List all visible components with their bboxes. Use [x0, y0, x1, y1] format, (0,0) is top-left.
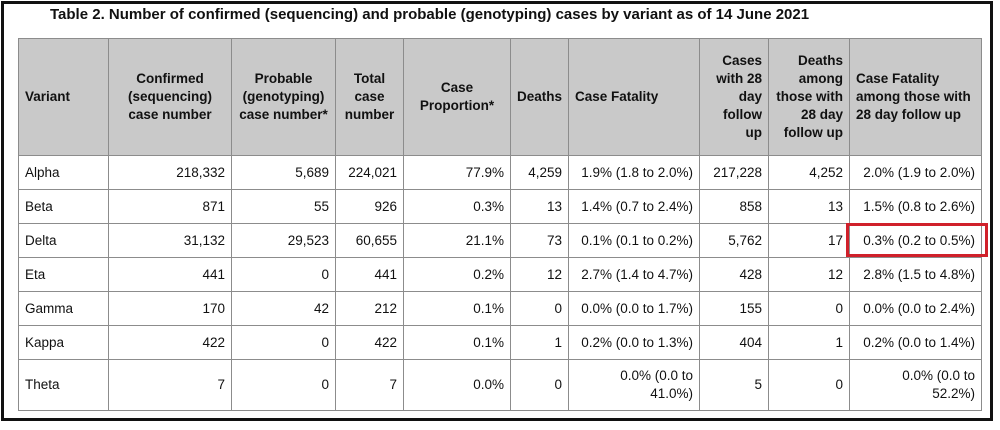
- cell-case-fatality-28day: 0.0% (0.0 to 52.2%): [849, 359, 983, 411]
- cell-deaths-28day: 12: [768, 257, 851, 292]
- cell-deaths-28day: 13: [768, 189, 851, 224]
- table-row: Gamma 170 42 212 0.1% 0 0.0% (0.0 to 1.7…: [18, 291, 983, 326]
- cell-total: 441: [335, 257, 404, 292]
- cell-case-fatality: 0.2% (0.0 to 1.3%): [568, 325, 701, 360]
- cell-case-proportion: 0.2%: [403, 257, 511, 292]
- cell-probable: 5,689: [231, 155, 336, 190]
- table-row: Theta 7 0 7 0.0% 0 0.0% (0.0 to 41.0%) 5…: [18, 359, 983, 411]
- cell-case-proportion: 77.9%: [403, 155, 511, 190]
- variant-cases-table: Variant Confirmed (sequencing) case numb…: [18, 38, 983, 411]
- cell-confirmed: 31,132: [108, 223, 232, 258]
- cell-probable: 0: [231, 359, 336, 411]
- cell-confirmed: 170: [108, 291, 232, 326]
- cell-case-fatality: 1.9% (1.8 to 2.0%): [568, 155, 701, 190]
- header-probable: Probable (genotyping) case number*: [231, 38, 336, 156]
- cell-case-proportion: 0.1%: [403, 325, 511, 360]
- cell-case-fatality: 0.0% (0.0 to 1.7%): [568, 291, 701, 326]
- cell-total: 60,655: [335, 223, 404, 258]
- cell-probable: 42: [231, 291, 336, 326]
- header-case-fatality: Case Fatality: [568, 38, 701, 156]
- cell-variant: Gamma: [18, 291, 109, 326]
- cell-deaths: 12: [509, 257, 570, 292]
- cell-variant: Theta: [18, 359, 109, 411]
- header-variant: Variant: [18, 38, 109, 156]
- cell-total: 7: [335, 359, 404, 411]
- cell-cases-28day: 5,762: [699, 223, 770, 258]
- cell-probable: 29,523: [231, 223, 336, 258]
- cell-case-fatality-28day: 0.2% (0.0 to 1.4%): [849, 325, 983, 360]
- cell-cases-28day: 155: [699, 291, 770, 326]
- cell-deaths: 0: [509, 291, 570, 326]
- cell-case-fatality-28day: 2.8% (1.5 to 4.8%): [849, 257, 983, 292]
- cell-confirmed: 871: [108, 189, 232, 224]
- cell-cases-28day: 217,228: [699, 155, 770, 190]
- cell-case-fatality: 0.1% (0.1 to 0.2%): [568, 223, 701, 258]
- cell-probable: 55: [231, 189, 336, 224]
- cell-case-proportion: 21.1%: [403, 223, 511, 258]
- table-row: Alpha 218,332 5,689 224,021 77.9% 4,259 …: [18, 155, 983, 190]
- cell-deaths-28day: 1: [768, 325, 851, 360]
- table-row: Delta 31,132 29,523 60,655 21.1% 73 0.1%…: [18, 223, 983, 258]
- cell-confirmed: 7: [108, 359, 232, 411]
- cell-case-proportion: 0.1%: [403, 291, 511, 326]
- cell-total: 422: [335, 325, 404, 360]
- cell-cases-28day: 5: [699, 359, 770, 411]
- cell-cases-28day: 428: [699, 257, 770, 292]
- header-total: Total case number: [335, 38, 404, 156]
- header-case-fatality-28day: Case Fatality among those with 28 day fo…: [849, 38, 983, 156]
- cell-case-proportion: 0.0%: [403, 359, 511, 411]
- cell-deaths: 13: [509, 189, 570, 224]
- table-row: Kappa 422 0 422 0.1% 1 0.2% (0.0 to 1.3%…: [18, 325, 983, 360]
- cell-probable: 0: [231, 325, 336, 360]
- cell-case-fatality: 0.0% (0.0 to 41.0%): [568, 359, 701, 411]
- table-frame: [1, 1, 993, 421]
- cell-total: 224,021: [335, 155, 404, 190]
- header-deaths: Deaths: [509, 38, 570, 156]
- table-title: Table 2. Number of confirmed (sequencing…: [50, 6, 810, 23]
- cell-variant: Eta: [18, 257, 109, 292]
- cell-deaths-28day: 0: [768, 359, 851, 411]
- cell-cases-28day: 858: [699, 189, 770, 224]
- table-row: Beta 871 55 926 0.3% 13 1.4% (0.7 to 2.4…: [18, 189, 983, 224]
- cell-case-fatality-28day: 1.5% (0.8 to 2.6%): [849, 189, 983, 224]
- cell-cases-28day: 404: [699, 325, 770, 360]
- header-deaths-28day: Deaths among those with 28 day follow up: [768, 38, 851, 156]
- cell-variant: Delta: [18, 223, 109, 258]
- cell-deaths: 4,259: [509, 155, 570, 190]
- cell-deaths: 0: [509, 359, 570, 411]
- cell-deaths-28day: 4,252: [768, 155, 851, 190]
- cell-deaths-28day: 17: [768, 223, 851, 258]
- cell-deaths: 73: [509, 223, 570, 258]
- header-cases-28day: Cases with 28 day follow up: [699, 38, 770, 156]
- cell-variant: Beta: [18, 189, 109, 224]
- cell-case-proportion: 0.3%: [403, 189, 511, 224]
- cell-deaths-28day: 0: [768, 291, 851, 326]
- cell-case-fatality: 1.4% (0.7 to 2.4%): [568, 189, 701, 224]
- cell-case-fatality-28day: 2.0% (1.9 to 2.0%): [849, 155, 983, 190]
- cell-case-fatality: 2.7% (1.4 to 4.7%): [568, 257, 701, 292]
- table-row: Eta 441 0 441 0.2% 12 2.7% (1.4 to 4.7%)…: [18, 257, 983, 292]
- header-case-proportion: Case Proportion*: [403, 38, 511, 156]
- cell-total: 926: [335, 189, 404, 224]
- delta-fatality-highlight-box: [846, 223, 988, 257]
- cell-probable: 0: [231, 257, 336, 292]
- header-confirmed: Confirmed (sequencing) case number: [108, 38, 232, 156]
- cell-confirmed: 422: [108, 325, 232, 360]
- cell-confirmed: 441: [108, 257, 232, 292]
- cell-total: 212: [335, 291, 404, 326]
- cell-confirmed: 218,332: [108, 155, 232, 190]
- cell-case-fatality-28day: 0.0% (0.0 to 2.4%): [849, 291, 983, 326]
- cell-variant: Kappa: [18, 325, 109, 360]
- cell-deaths: 1: [509, 325, 570, 360]
- cell-variant: Alpha: [18, 155, 109, 190]
